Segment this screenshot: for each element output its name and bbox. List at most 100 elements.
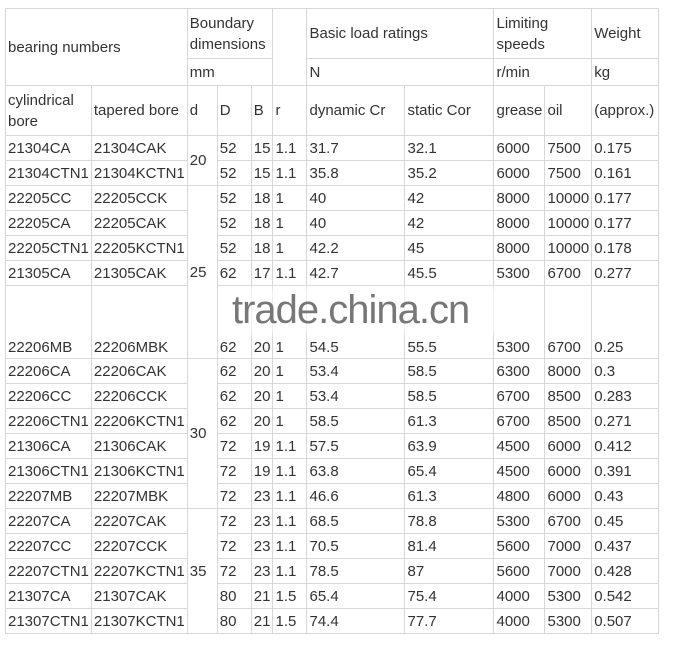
cell-r: 1 [272,185,308,211]
cell-static-cor: 58.5 [404,358,495,384]
cell-dynamic-cr: 53.4 [306,383,406,409]
cell-oil: 7000 [544,558,593,584]
unit-n: N [306,58,495,86]
cell-B: 18 [250,185,274,211]
cell-B: 15 [250,160,274,186]
cell-cylindrical-bore: 22206CA [5,358,92,384]
cell-static-cor: 75.4 [404,583,495,609]
cell-static-cor: 61.3 [404,483,495,509]
cell-tapered-bore: 22207CCK [90,533,188,559]
cell-oil: 7000 [544,533,593,559]
watermark-band [228,287,528,334]
cell-r: 1.5 [272,583,308,609]
table-row: 22205CC 22205CCK 25 52 18 1 40 42 8000 10000 0.177 [5,185,660,359]
unit-kg: kg [591,58,660,86]
watermark: trade.china.cn [232,287,470,332]
cell-weight: 0.43 [591,483,660,509]
table-row: 21304CTN1 21304KCTN1 52 15 1.1 35.8 35.2 6000 75… [5,160,660,186]
cell-tapered-bore: 22205KCTN1 [90,235,188,261]
cell-oil: 7500 [544,160,593,186]
header-speeds: Limiting speeds [493,8,593,59]
cell-D: 52 [216,160,252,186]
table-row: 22207CA 22207CAK 35 72 23 1.1 68.5 78.8 5300 6700… [5,508,660,634]
cell-weight: 0.178 [591,235,660,261]
col-B: B [250,85,274,136]
table-row: 22207MB 22207MBK 72 23 1.1 46.6 61.3 4800 6000 0.… [5,483,660,509]
table-row: 22207CC 22207CCK 72 23 1.1 70.5 81.4 5600 7000 0.… [5,533,660,559]
cell-tapered-bore: 21307KCTN1 [90,608,188,634]
col-cylindrical: cylindrical bore [5,85,92,136]
cell-D: 62 [216,358,252,384]
cell-dynamic-cr: 78.5 [306,558,406,584]
cell-grease: 6700 [493,408,546,434]
cell-static-cor: 61.3 [404,408,495,434]
cell-D: 52 [216,185,252,211]
table-row: 22206CTN1 22206KCTN1 62 20 1 58.5 61.3 6700 8500… [5,408,660,434]
col-grease: grease [493,85,546,136]
cell-cylindrical-bore: 22207MB [5,483,92,509]
cell-oil: 6700 [544,508,593,534]
cell-oil: 10000 [544,235,593,261]
cell-D: 72 [216,533,252,559]
col-d: d [186,85,218,136]
cell-weight: 0.175 [591,135,660,161]
col-tapered: tapered bore [90,85,188,136]
col-D: D [216,85,252,136]
table-row: 22207CTN1 22207KCTN1 72 23 1.1 78.5 87 5600 7000… [5,558,660,584]
cell-grease: 6700 [493,383,546,409]
cell-weight: 0.412 [591,433,660,459]
cell-B: 17 [250,260,274,286]
cell-static-cor: 87 [404,558,495,584]
cell-B: 23 [250,558,274,584]
unit-mm: mm [186,58,274,86]
cell-grease: 8000 [493,185,546,211]
cell-d: 35 [186,508,218,634]
cell-B: 23 [250,508,274,534]
cell-dynamic-cr: 53.4 [306,358,406,384]
cell-r: 1.1 [272,160,308,186]
cell-oil: 5300 [544,583,593,609]
cell-B: 20 [250,408,274,434]
cell-dynamic-cr: 35.8 [306,160,406,186]
cell-oil: 8000 [544,358,593,384]
table-row: 21307CTN1 21307KCTN1 80 21 1.5 74.4 77.7 4000 53… [5,608,660,634]
cell-cylindrical-bore: 21304CTN1 [5,160,92,186]
cell-B: 20 [250,358,274,384]
cell-dynamic-cr: 65.4 [306,583,406,609]
cell-tapered-bore: 21304CAK [90,135,188,161]
cell-weight: 0.3 [591,358,660,384]
header-bearing-numbers: bearing numbers [5,8,188,86]
cell-r: 1 [272,408,308,434]
cell-weight: 0.507 [591,608,660,634]
cell-weight: 0.542 [591,583,660,609]
cell-static-cor: 45.5 [404,260,495,286]
cell-tapered-bore: 22206KCTN1 [90,408,188,434]
cell-r: 1.1 [272,483,308,509]
cell-D: 72 [216,508,252,534]
table-row: 21306CTN1 21306KCTN1 72 19 1.1 63.8 65.4 4500 60… [5,458,660,484]
cell-oil: 10000 [544,185,593,211]
table-row: 21304CA 21304CAK 20 52 15 1.1 31.7 32.1 6000 7500… [5,135,660,186]
cell-dynamic-cr: 40 [306,210,406,236]
cell-static-cor: 63.9 [404,433,495,459]
cell-r: 1 [272,235,308,261]
cell-r: 1.1 [272,558,308,584]
cell-cylindrical-bore: 21307CA [5,583,92,609]
cell-grease: 4800 [493,483,546,509]
cell-oil: 5300 [544,608,593,634]
cell-cylindrical-bore: 22206CTN1 [5,408,92,434]
table-row: 21306CA 21306CAK 72 19 1.1 57.5 63.9 4500 6000 0.… [5,433,660,459]
cell-B: 23 [250,533,274,559]
cell-oil: 6000 [544,483,593,509]
cell-weight: 0.391 [591,458,660,484]
header-boundary: Boundary dimensions [186,8,274,59]
cell-grease: 5600 [493,558,546,584]
cell-weight: 0.277 [591,260,660,286]
cell-oil: 10000 [544,210,593,236]
cell-tapered-bore: 22207MBK [90,483,188,509]
cell-weight: 0.283 [591,383,660,409]
cell-d: 30 [186,358,218,509]
cell-dynamic-cr: 57.5 [306,433,406,459]
cell-d: 25 [186,185,218,359]
table-row: 21307CA 21307CAK 80 21 1.5 65.4 75.4 4000 5300 0.… [5,583,660,609]
